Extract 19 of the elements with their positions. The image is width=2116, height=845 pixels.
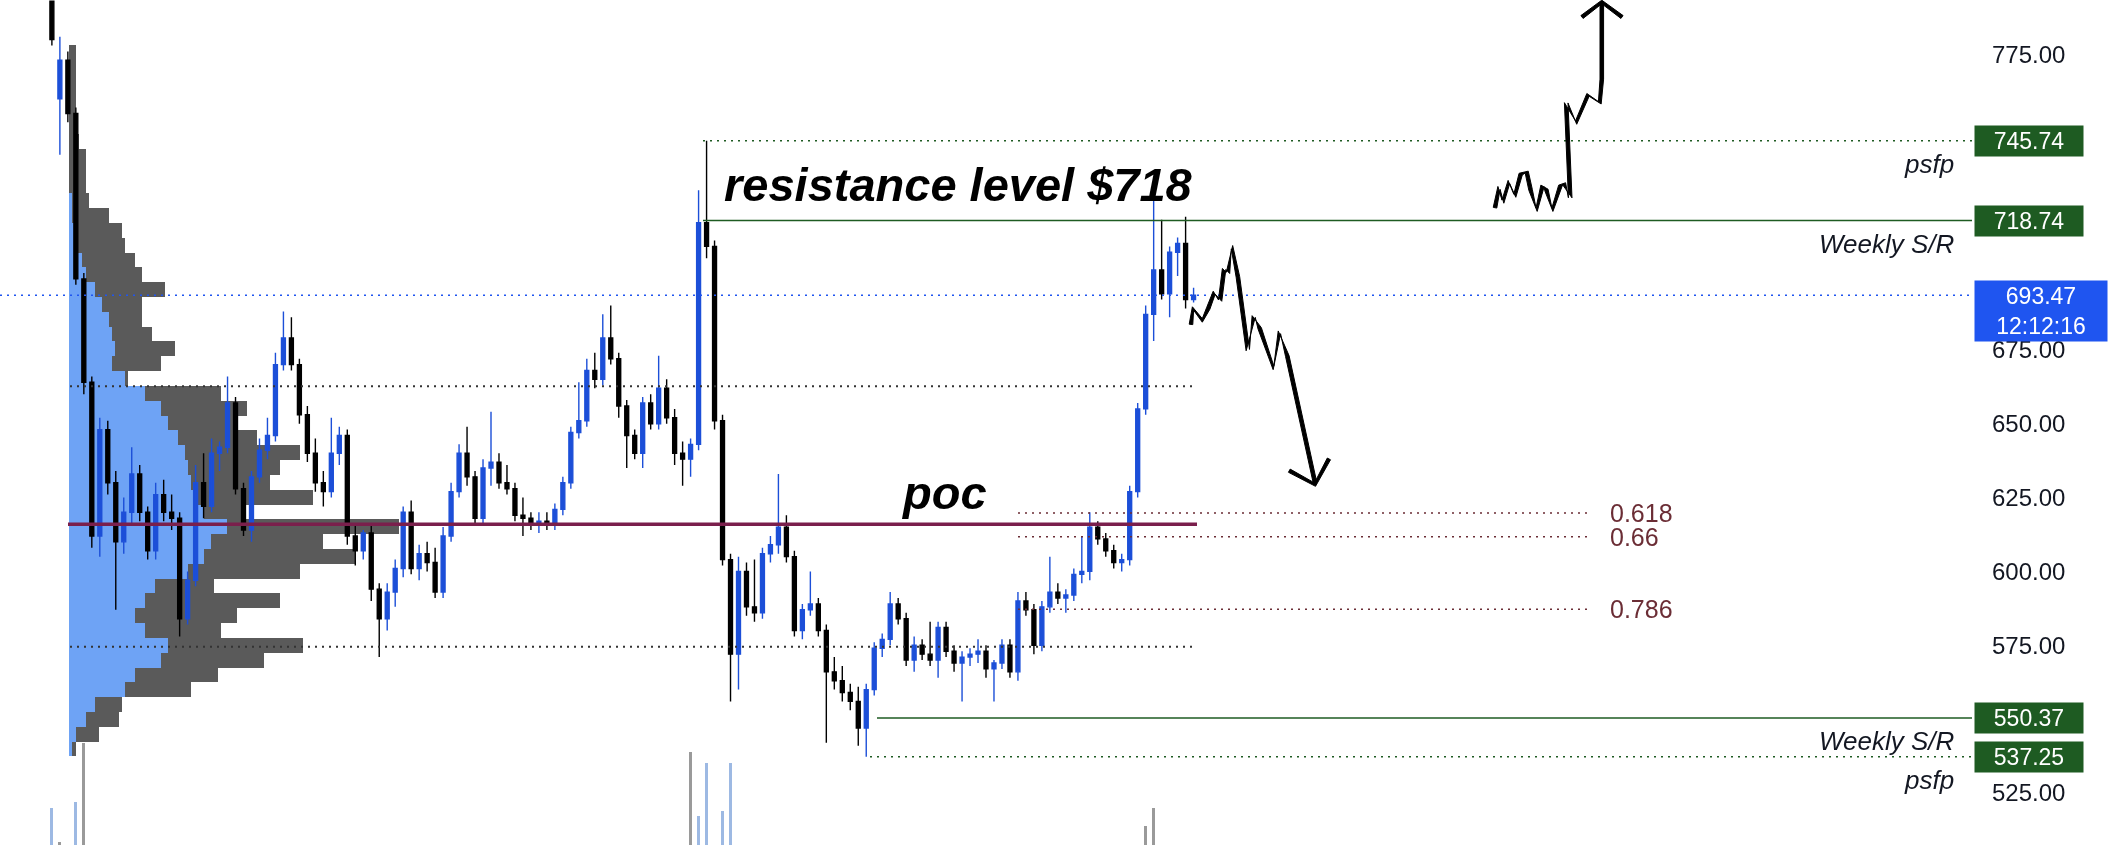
y-tick-label: 675.00 [1992, 336, 2066, 364]
y-tick-label: 625.00 [1992, 483, 2066, 511]
annotation: psfp [1904, 765, 1955, 795]
annotation: Weekly S/R [1819, 726, 1955, 756]
ref-line-label: 537.25 [1993, 744, 2065, 770]
y-tick-label: 600.00 [1992, 557, 2066, 585]
y-tick-label: 575.00 [1992, 631, 2066, 659]
annotation: resistance level $718 [724, 158, 1193, 211]
annotation: Weekly S/R [1819, 229, 1955, 259]
ref-line-label: 718.74 [1993, 208, 2065, 234]
annotation: 0.786 [1610, 595, 1673, 623]
y-tick-label: 650.00 [1992, 410, 2066, 438]
y-tick-label: 775.00 [1992, 40, 2066, 68]
annotation: psfp [1904, 149, 1955, 179]
ref-line-label: 550.37 [1993, 705, 2065, 731]
ref-line-label: 693.47 12:12:16 [1996, 283, 2086, 339]
y-tick-label: 525.00 [1992, 779, 2066, 807]
ref-line-label: 745.74 [1993, 128, 2065, 154]
ref-line-label: poc [901, 466, 987, 519]
